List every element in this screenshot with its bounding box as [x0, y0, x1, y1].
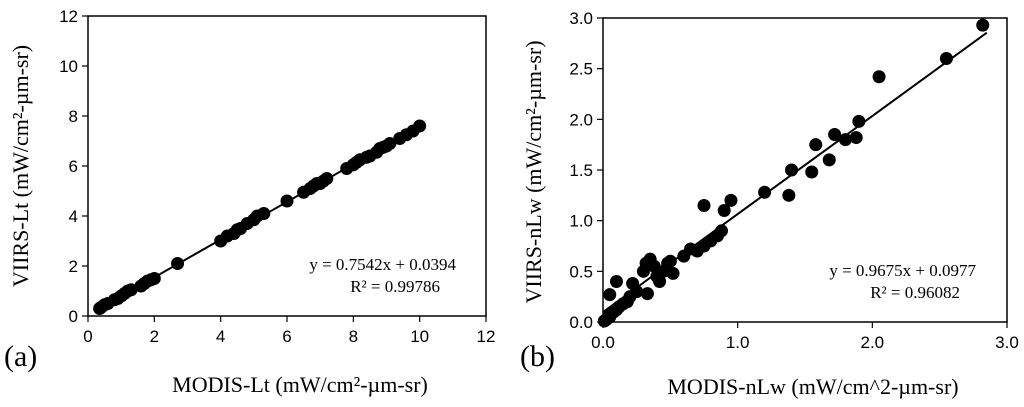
data-point — [603, 288, 617, 302]
x-tick-label: 0.0 — [591, 333, 615, 352]
data-point — [630, 285, 644, 299]
data-point — [976, 18, 990, 32]
y-tick-label: 0.5 — [569, 262, 593, 281]
y-tick-label: 0.0 — [569, 313, 593, 332]
x-axis-label-a: MODIS-Lt (mW/cm²-µm-sr) — [172, 372, 428, 397]
y-tick-label: 3.0 — [569, 9, 593, 28]
data-point — [849, 131, 863, 145]
data-point — [320, 172, 334, 185]
y-tick-label: 2.0 — [569, 110, 593, 129]
panel-label-a: (a) — [4, 340, 37, 373]
points-b — [597, 18, 990, 328]
r-squared-a: R² = 0.99786 — [350, 277, 440, 296]
y-tick-label: 0 — [69, 307, 78, 326]
x-tick-label: 2.0 — [861, 333, 885, 352]
y-tick-label: 4 — [69, 207, 78, 226]
data-point — [666, 266, 680, 280]
x-tick-label: 4 — [216, 327, 225, 346]
data-point — [939, 52, 953, 66]
panel-label-b: (b) — [520, 340, 555, 373]
x-tick-label: 3.0 — [995, 333, 1019, 352]
data-point — [822, 153, 836, 167]
data-point — [609, 274, 623, 288]
data-point — [171, 257, 185, 270]
y-axis-label-a: VIIRS-Lt (mW/cm²-µm-sr) — [8, 45, 33, 287]
data-point — [782, 188, 796, 202]
y-tick-label: 12 — [59, 7, 78, 26]
x-tick-label: 8 — [349, 327, 358, 346]
data-point — [147, 272, 161, 285]
data-point — [785, 163, 799, 177]
y-tick-label: 1.0 — [569, 212, 593, 231]
data-point — [124, 283, 138, 297]
x-tick-label: 1.0 — [726, 333, 750, 352]
data-point — [809, 138, 823, 152]
data-point — [872, 70, 886, 84]
y-tick-label: 2 — [69, 257, 78, 276]
x-axis-label-b: MODIS-nLw (mW/cm^2-µm-sr) — [667, 374, 958, 399]
y-tick-label: 1.5 — [569, 161, 593, 180]
data-point — [640, 287, 654, 301]
y-tick-label: 8 — [69, 107, 78, 126]
ticks-a: 0 2 4 6 8 10 12 0 2 4 6 8 10 12 — [59, 7, 495, 346]
data-point — [717, 204, 731, 218]
data-point — [828, 128, 842, 142]
data-point — [805, 165, 819, 179]
x-tick-label: 0 — [83, 327, 92, 346]
data-point — [413, 119, 427, 133]
data-point — [653, 274, 667, 288]
x-tick-label: 2 — [150, 327, 159, 346]
y-tick-label: 2.5 — [569, 60, 593, 79]
data-point — [663, 254, 677, 268]
x-tick-label: 10 — [410, 327, 429, 346]
equation-b: y = 0.9675x + 0.0977 — [829, 261, 976, 280]
r-squared-b: R² = 0.96082 — [870, 283, 960, 302]
y-tick-label: 6 — [69, 157, 78, 176]
data-point — [383, 137, 397, 150]
points-a — [93, 119, 427, 315]
y-tick-label: 10 — [59, 57, 78, 76]
y-axis-label-b: VIIRS-nLw (mW/cm²-µm-sr) — [521, 40, 546, 303]
scatter-panel-b: 0.0 1.0 2.0 3.0 0.0 0.5 1.0 1.5 2.0 2.5 3.0 y = 0.… — [520, 9, 1019, 399]
data-point — [715, 224, 729, 238]
data-point — [724, 193, 738, 207]
equation-a: y = 0.7542x + 0.0394 — [309, 255, 456, 274]
x-tick-label: 12 — [477, 327, 496, 346]
data-point — [758, 185, 772, 199]
data-point — [257, 207, 271, 220]
data-point — [280, 194, 294, 208]
data-point — [852, 114, 866, 128]
data-point — [697, 198, 711, 212]
data-point — [838, 133, 852, 147]
x-tick-label: 6 — [282, 327, 291, 346]
